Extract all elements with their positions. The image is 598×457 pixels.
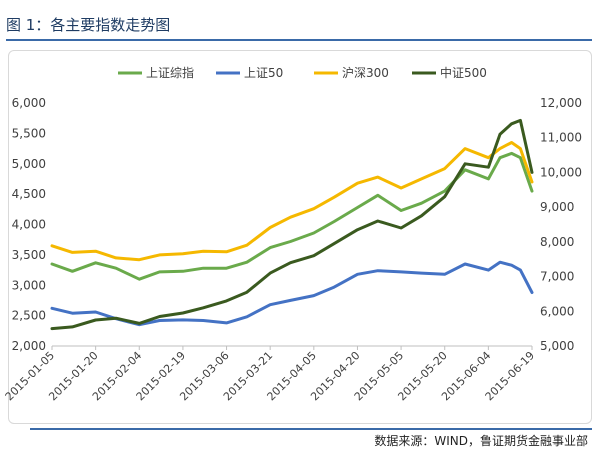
y-left-tick-label: 5,000 bbox=[12, 157, 46, 171]
series-line bbox=[50, 151, 534, 281]
y-right-tick-label: 8,000 bbox=[540, 235, 574, 249]
page-title: 图 1：各主要指数走势图 bbox=[6, 16, 171, 34]
series-line bbox=[50, 118, 534, 331]
y-left-tick-label: 3,500 bbox=[12, 248, 46, 262]
y-left-tick-label: 6,000 bbox=[12, 96, 46, 110]
y-right-tick-label: 7,000 bbox=[540, 270, 574, 284]
y-left-tick-label: 4,500 bbox=[12, 187, 46, 201]
y-left-tick-label: 2,500 bbox=[12, 309, 46, 323]
data-source: 数据来源：WIND，鲁证期货金融事业部 bbox=[374, 434, 588, 448]
y-right-tick-label: 9,000 bbox=[540, 200, 574, 214]
title-divider bbox=[6, 39, 592, 41]
series-line bbox=[50, 141, 534, 262]
y-left-tick-label: 3,000 bbox=[12, 278, 46, 292]
y-right-tick-label: 10,000 bbox=[540, 165, 582, 179]
footer-divider bbox=[30, 428, 592, 430]
y-right-tick-label: 6,000 bbox=[540, 304, 574, 318]
y-right-tick-label: 11,000 bbox=[540, 131, 582, 145]
legend-label: 上证50 bbox=[244, 66, 283, 80]
legend-label: 中证500 bbox=[440, 65, 487, 80]
y-left-tick-label: 2,000 bbox=[12, 339, 46, 353]
legend-label: 沪深300 bbox=[342, 66, 389, 80]
y-right-tick-label: 12,000 bbox=[540, 96, 582, 110]
legend-label: 上证综指 bbox=[146, 65, 194, 80]
y-left-tick-label: 5,500 bbox=[12, 126, 46, 140]
y-right-tick-label: 5,000 bbox=[540, 339, 574, 353]
y-left-tick-label: 4,000 bbox=[12, 218, 46, 232]
